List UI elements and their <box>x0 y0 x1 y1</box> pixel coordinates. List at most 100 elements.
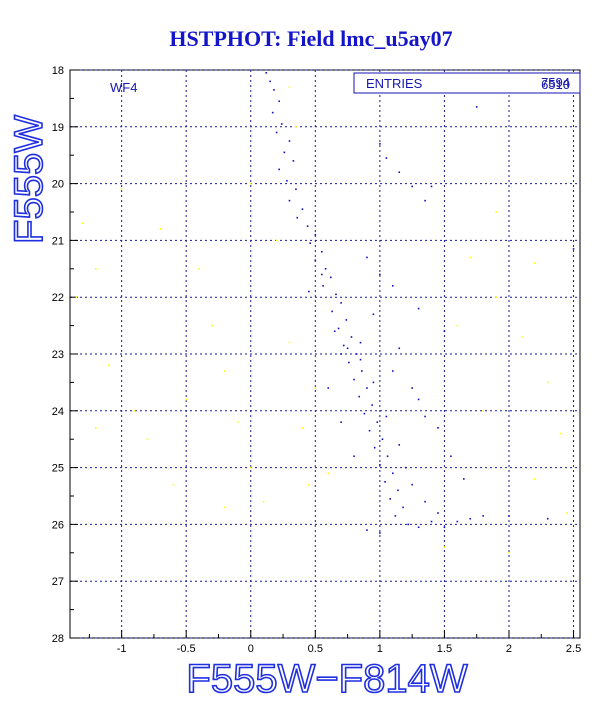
data-point <box>566 512 568 514</box>
data-point <box>82 222 84 225</box>
data-point <box>172 483 175 486</box>
data-point <box>273 89 275 91</box>
data-point <box>322 285 324 287</box>
data-point <box>249 466 252 469</box>
data-point <box>385 415 388 418</box>
data-point <box>386 455 389 458</box>
data-point <box>394 515 397 517</box>
y-tick-label: 21 <box>52 235 64 247</box>
x-tick-label: 0 <box>248 643 254 655</box>
x-tick-label: 0.5 <box>308 643 323 655</box>
data-point <box>456 324 459 327</box>
data-point <box>358 395 361 398</box>
stats-value-1: 7594 <box>541 75 570 90</box>
data-point <box>417 398 420 401</box>
data-point <box>402 506 404 509</box>
stats-box: ENTRIES 7594 6510 <box>353 72 581 94</box>
data-point <box>306 225 309 227</box>
data-point <box>249 182 252 185</box>
x-tick-label: 2.5 <box>566 643 581 655</box>
data-point <box>275 131 278 134</box>
data-point <box>301 427 304 429</box>
data-point <box>482 410 484 412</box>
panel-label: WF4 <box>110 80 137 95</box>
data-point <box>417 526 420 529</box>
x-tick-label: 1.5 <box>437 643 452 655</box>
data-point <box>366 387 368 389</box>
data-point <box>327 472 330 475</box>
data-point <box>437 512 439 514</box>
data-point <box>376 421 379 423</box>
data-point <box>340 353 342 355</box>
data-point <box>482 515 484 517</box>
y-tick-label: 24 <box>52 406 64 418</box>
x-tick-labels: -1 -0.5 0 0.5 1 1.5 2 2.5 <box>117 643 581 655</box>
data-point <box>95 268 97 270</box>
y-tick-label: 22 <box>52 292 64 304</box>
data-point <box>411 483 413 486</box>
data-point <box>385 157 388 159</box>
stats-label: ENTRIES <box>366 76 423 91</box>
data-point <box>288 199 291 202</box>
data-point <box>534 478 536 480</box>
data-point <box>437 427 439 429</box>
data-point <box>237 421 239 423</box>
data-point <box>185 398 188 401</box>
x-tick-label: -1 <box>117 643 127 655</box>
data-point <box>340 421 342 423</box>
data-point <box>288 341 291 344</box>
data-point <box>120 188 123 191</box>
data-point <box>469 517 472 520</box>
data-point <box>337 327 340 330</box>
data-point <box>572 248 575 250</box>
data-point <box>411 185 413 188</box>
stats-box-frame <box>353 72 581 94</box>
data-point <box>366 529 368 531</box>
y-tick-label: 19 <box>52 122 64 134</box>
data-point <box>262 500 265 503</box>
y-tick-label: 25 <box>52 463 64 475</box>
x-tick-label: 1 <box>377 643 383 655</box>
data-point <box>314 259 317 262</box>
data-point <box>534 262 536 264</box>
data-point <box>288 86 291 88</box>
data-point <box>314 233 317 236</box>
data-point <box>469 256 472 259</box>
data-point <box>495 211 497 213</box>
data-point <box>340 302 342 304</box>
y-axis-title: F555W <box>7 115 51 244</box>
data-point <box>368 429 371 432</box>
data-point <box>95 427 97 429</box>
y-tick-label: 26 <box>52 519 64 531</box>
data-point <box>333 330 336 333</box>
data-point <box>407 523 410 526</box>
data-point <box>475 106 478 108</box>
data-point <box>198 268 200 270</box>
data-point <box>292 160 295 162</box>
data-point <box>450 455 452 458</box>
data-point <box>424 199 426 202</box>
data-point <box>462 478 465 480</box>
data-point <box>327 387 330 389</box>
data-point <box>372 313 375 316</box>
data-point <box>521 336 523 338</box>
data-point <box>371 404 373 406</box>
chart-title: HSTPHOT: Field lmc_u5ay07 <box>169 26 452 51</box>
data-point <box>275 239 278 242</box>
data-point <box>269 80 271 83</box>
data-point <box>381 438 384 440</box>
data-point <box>224 506 226 509</box>
data-point <box>417 307 420 310</box>
grid <box>70 69 580 639</box>
data-point <box>353 455 355 458</box>
data-point <box>424 500 426 503</box>
data-point <box>271 111 274 114</box>
data-point <box>391 370 394 372</box>
data-point <box>443 546 446 548</box>
x-tick-label: -0.5 <box>177 643 196 655</box>
data-point <box>309 242 311 245</box>
data-point <box>353 378 355 381</box>
data-point <box>404 466 407 469</box>
data-point <box>360 370 363 372</box>
